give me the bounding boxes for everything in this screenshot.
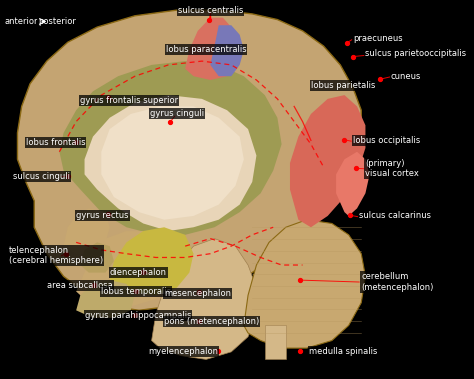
- Text: medulla spinalis: medulla spinalis: [309, 348, 377, 356]
- Text: pons (metencephalon): pons (metencephalon): [164, 317, 259, 326]
- PathPatch shape: [265, 326, 286, 359]
- PathPatch shape: [290, 95, 365, 227]
- Text: myelencephalon: myelencephalon: [148, 348, 218, 356]
- PathPatch shape: [109, 227, 193, 295]
- Text: gyrus parahippocampalis: gyrus parahippocampalis: [84, 312, 191, 321]
- Text: cerebellum
(metencephalon): cerebellum (metencephalon): [361, 273, 434, 292]
- PathPatch shape: [59, 61, 282, 235]
- PathPatch shape: [76, 231, 177, 307]
- PathPatch shape: [64, 208, 109, 254]
- Text: (primary)
visual cortex: (primary) visual cortex: [365, 159, 419, 179]
- Text: lobus frontalis: lobus frontalis: [26, 138, 85, 147]
- PathPatch shape: [76, 280, 135, 318]
- Text: telencephalon
(cerebral hemisphere): telencephalon (cerebral hemisphere): [9, 246, 103, 265]
- Text: area subcallosa: area subcallosa: [47, 281, 112, 290]
- Text: lobus temporalis: lobus temporalis: [101, 287, 172, 296]
- Text: anterior: anterior: [4, 17, 37, 26]
- Text: lobus parietalis: lobus parietalis: [311, 81, 375, 90]
- PathPatch shape: [152, 239, 256, 359]
- Text: posterior: posterior: [38, 17, 76, 26]
- Text: sulcus calcarinus: sulcus calcarinus: [359, 211, 431, 221]
- Text: praecuneus: praecuneus: [353, 34, 402, 43]
- Text: sulcus centralis: sulcus centralis: [178, 6, 243, 15]
- Text: cuneus: cuneus: [391, 72, 421, 81]
- Text: gyrus cinguli: gyrus cinguli: [150, 110, 204, 119]
- PathPatch shape: [18, 10, 361, 310]
- PathPatch shape: [101, 106, 244, 220]
- PathPatch shape: [336, 152, 370, 216]
- PathPatch shape: [244, 220, 365, 348]
- Text: lobus occipitalis: lobus occipitalis: [353, 136, 420, 145]
- PathPatch shape: [84, 95, 256, 231]
- Text: lobus paracentralis: lobus paracentralis: [166, 45, 246, 54]
- PathPatch shape: [210, 25, 244, 76]
- Text: mesencephalon: mesencephalon: [164, 289, 231, 298]
- Text: gyrus frontalis superior: gyrus frontalis superior: [81, 96, 179, 105]
- Text: sulcus parietooccipitalis: sulcus parietooccipitalis: [365, 49, 466, 58]
- Text: sulcus cinguli: sulcus cinguli: [13, 172, 70, 181]
- PathPatch shape: [81, 242, 114, 273]
- Text: gyrus rectus: gyrus rectus: [76, 211, 128, 221]
- PathPatch shape: [185, 18, 236, 80]
- Text: diencephalon: diencephalon: [109, 268, 167, 277]
